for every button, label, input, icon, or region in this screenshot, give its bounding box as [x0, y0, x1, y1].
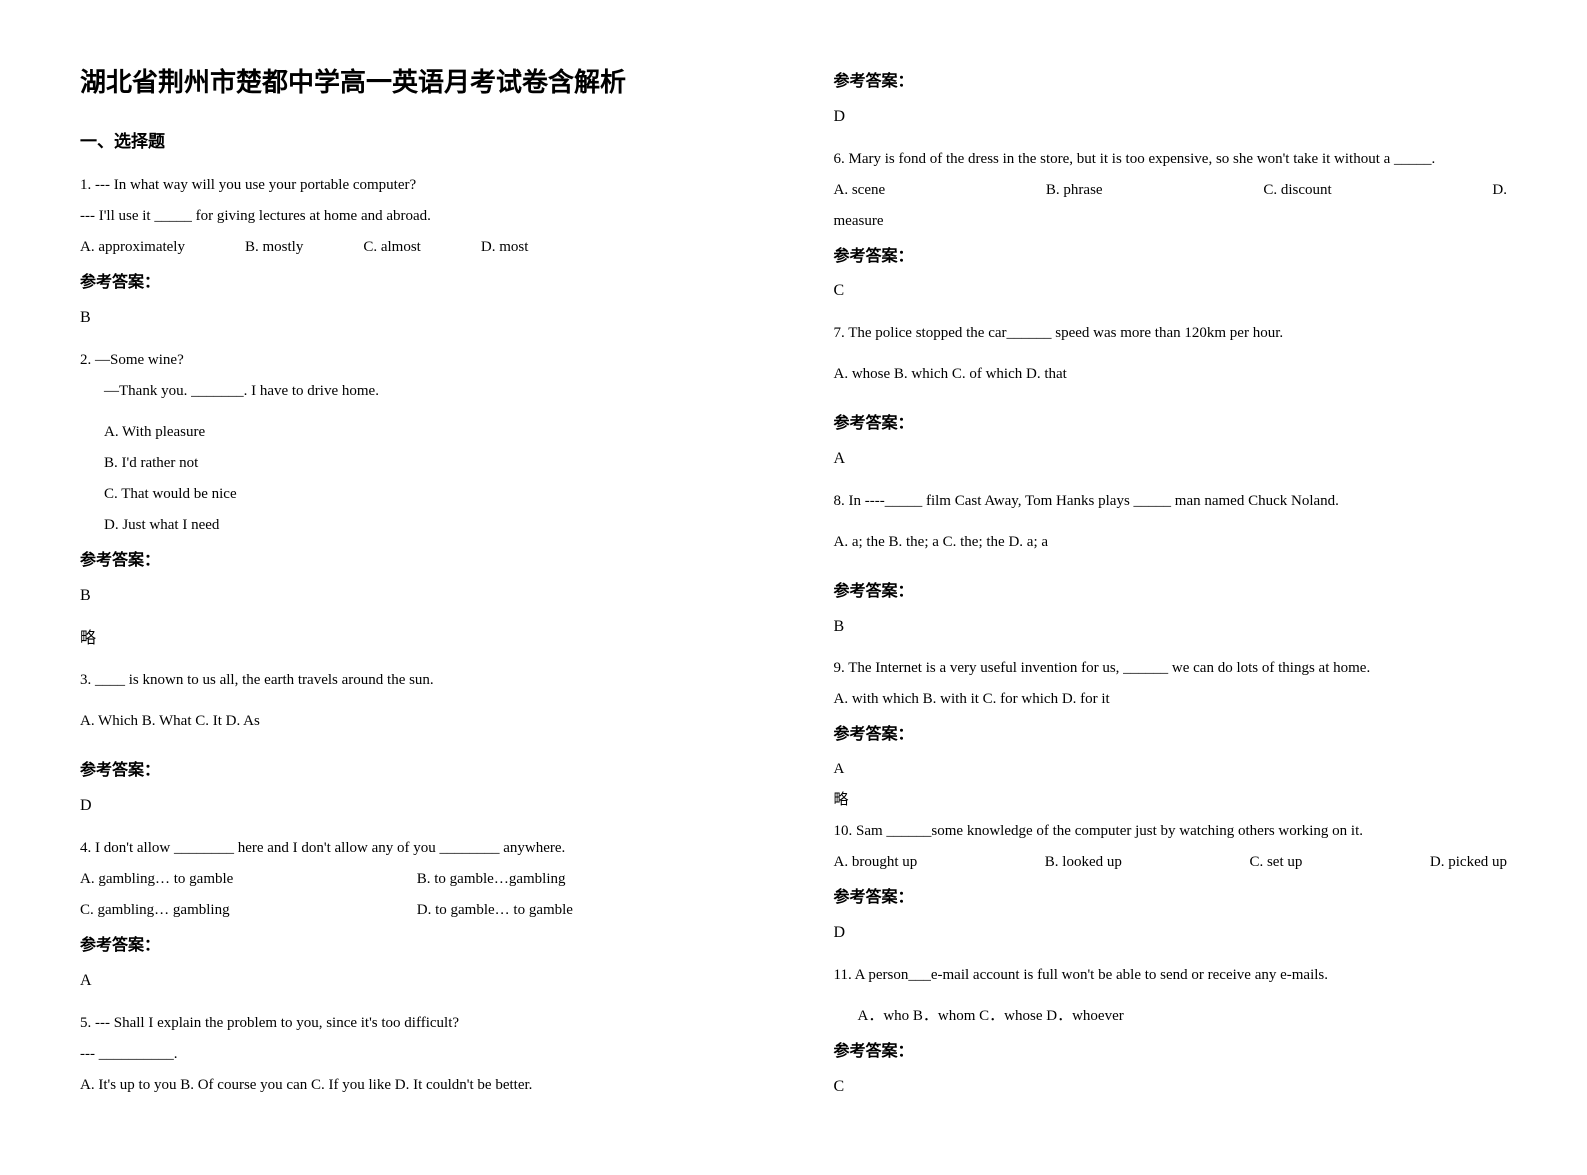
- q10-line1: 10. Sam ______some knowledge of the comp…: [834, 818, 1508, 845]
- q10-optA: A. brought up: [834, 849, 918, 876]
- q6-optA: A. scene: [834, 177, 886, 204]
- q10-answer: D: [834, 919, 1508, 948]
- q4-answer: A: [80, 967, 754, 996]
- q6-line2-overflow: measure: [834, 208, 1508, 235]
- q1-answer: B: [80, 304, 754, 333]
- question-11: 11. A person___e-mail account is full wo…: [834, 962, 1508, 1102]
- q1-answer-label: 参考答案：: [80, 269, 754, 298]
- question-5: 5. --- Shall I explain the problem to yo…: [80, 1010, 754, 1099]
- q8-answer: B: [834, 613, 1508, 642]
- question-6: 6. Mary is fond of the dress in the stor…: [834, 146, 1508, 307]
- q9-line1: 9. The Internet is a very useful inventi…: [834, 655, 1508, 682]
- q4-optD: D. to gamble… to gamble: [417, 897, 754, 924]
- q5-line2: --- __________.: [80, 1041, 754, 1068]
- q10-optC: C. set up: [1249, 849, 1302, 876]
- question-3: 3. ____ is known to us all, the earth tr…: [80, 667, 754, 821]
- q10-options-row: A. brought up B. looked up C. set up D. …: [834, 849, 1508, 876]
- q11-answer: C: [834, 1073, 1508, 1102]
- q6-answer-label: 参考答案：: [834, 243, 1508, 272]
- q1-line1: 1. --- In what way will you use your por…: [80, 172, 754, 199]
- q1-options: A. approximately B. mostly C. almost D. …: [80, 234, 754, 261]
- q7-answer-label: 参考答案：: [834, 410, 1508, 439]
- q4-optA: A. gambling… to gamble: [80, 866, 417, 893]
- q9-options: A. with which B. with it C. for which D.…: [834, 686, 1508, 713]
- q8-line1: 8. In ----_____ film Cast Away, Tom Hank…: [834, 488, 1508, 515]
- q3-line1: 3. ____ is known to us all, the earth tr…: [80, 667, 754, 694]
- q9-answer-label: 参考答案：: [834, 721, 1508, 750]
- question-8: 8. In ----_____ film Cast Away, Tom Hank…: [834, 488, 1508, 642]
- q10-answer-label: 参考答案：: [834, 884, 1508, 913]
- q3-options: A. Which B. What C. It D. As: [80, 708, 754, 735]
- q10-optB: B. looked up: [1045, 849, 1122, 876]
- q6-answer: C: [834, 277, 1508, 306]
- q1-optD: D. most: [481, 234, 529, 261]
- q3-answer-label: 参考答案：: [80, 757, 754, 786]
- q2-optC: C. That would be nice: [80, 481, 754, 508]
- q4-answer-label: 参考答案：: [80, 932, 754, 961]
- q11-options: A．who B．whom C．whose D．whoever: [834, 1003, 1508, 1030]
- q4-options-row2: C. gambling… gambling D. to gamble… to g…: [80, 897, 754, 924]
- q2-line1: 2. —Some wine?: [80, 347, 754, 374]
- q8-options: A. a; the B. the; a C. the; the D. a; a: [834, 529, 1508, 556]
- question-10: 10. Sam ______some knowledge of the comp…: [834, 818, 1508, 948]
- q7-line1: 7. The police stopped the car______ spee…: [834, 320, 1508, 347]
- q2-note: 略: [80, 625, 754, 654]
- right-column: 参考答案： D 6. Mary is fond of the dress in …: [834, 60, 1508, 1115]
- q6-optD: D.: [1492, 177, 1507, 204]
- q2-answer-label: 参考答案：: [80, 547, 754, 576]
- q2-optD: D. Just what I need: [80, 512, 754, 539]
- left-column: 湖北省荆州市楚都中学高一英语月考试卷含解析 一、选择题 1. --- In wh…: [80, 60, 754, 1115]
- q1-optC: C. almost: [363, 234, 421, 261]
- question-7: 7. The police stopped the car______ spee…: [834, 320, 1508, 474]
- question-2: 2. —Some wine? —Thank you. _______. I ha…: [80, 347, 754, 653]
- q6-optB: B. phrase: [1046, 177, 1103, 204]
- question-9: 9. The Internet is a very useful inventi…: [834, 655, 1508, 814]
- q4-optB: B. to gamble…gambling: [417, 866, 754, 893]
- q6-line1: 6. Mary is fond of the dress in the stor…: [834, 146, 1508, 173]
- question-4: 4. I don't allow ________ here and I don…: [80, 835, 754, 996]
- q4-options-row1: A. gambling… to gamble B. to gamble…gamb…: [80, 866, 754, 893]
- q2-optA: A. With pleasure: [80, 419, 754, 446]
- q5-line1: 5. --- Shall I explain the problem to yo…: [80, 1010, 754, 1037]
- q5-answer: D: [834, 103, 1508, 132]
- q6-optC: C. discount: [1263, 177, 1331, 204]
- q1-line2: --- I'll use it _____ for giving lecture…: [80, 203, 754, 230]
- q8-answer-label: 参考答案：: [834, 578, 1508, 607]
- q3-answer: D: [80, 792, 754, 821]
- section-heading: 一、选择题: [80, 127, 754, 158]
- q7-answer: A: [834, 445, 1508, 474]
- q1-optB: B. mostly: [245, 234, 303, 261]
- q2-optB: B. I'd rather not: [80, 450, 754, 477]
- document-title: 湖北省荆州市楚都中学高一英语月考试卷含解析: [80, 60, 754, 107]
- q10-optD: D. picked up: [1430, 849, 1507, 876]
- q11-line1: 11. A person___e-mail account is full wo…: [834, 962, 1508, 989]
- q5-options: A. It's up to you B. Of course you can C…: [80, 1072, 754, 1099]
- q7-options: A. whose B. which C. of which D. that: [834, 361, 1508, 388]
- q11-answer-label: 参考答案：: [834, 1038, 1508, 1067]
- q1-optA: A. approximately: [80, 234, 185, 261]
- q2-answer: B: [80, 582, 754, 611]
- q9-answer: A: [834, 756, 1508, 783]
- q9-note: 略: [834, 787, 1508, 814]
- q4-line1: 4. I don't allow ________ here and I don…: [80, 835, 754, 862]
- question-1: 1. --- In what way will you use your por…: [80, 172, 754, 333]
- q5-answer-label: 参考答案：: [834, 68, 1508, 97]
- q4-optC: C. gambling… gambling: [80, 897, 417, 924]
- page-container: 湖北省荆州市楚都中学高一英语月考试卷含解析 一、选择题 1. --- In wh…: [80, 60, 1507, 1115]
- q2-line2: —Thank you. _______. I have to drive hom…: [80, 378, 754, 405]
- q6-options-row: A. scene B. phrase C. discount D.: [834, 177, 1508, 204]
